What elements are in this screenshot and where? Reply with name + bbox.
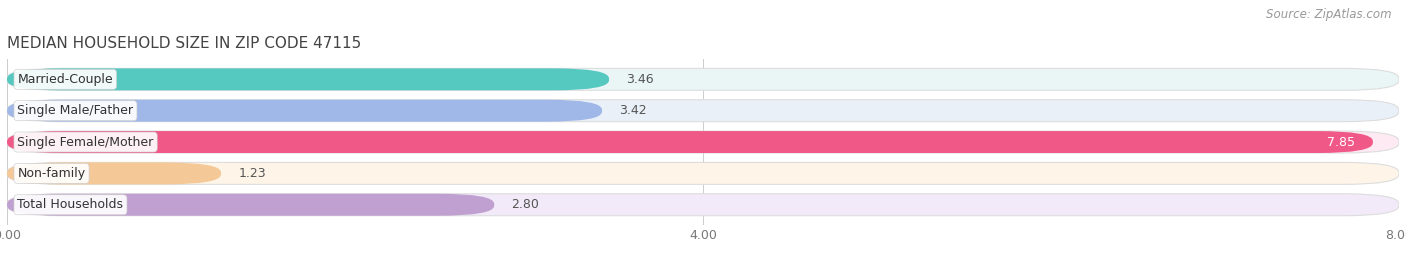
FancyBboxPatch shape: [7, 131, 1399, 153]
FancyBboxPatch shape: [7, 194, 1399, 216]
Text: Non-family: Non-family: [17, 167, 86, 180]
Text: 2.80: 2.80: [512, 198, 540, 211]
Text: 7.85: 7.85: [1327, 136, 1355, 148]
FancyBboxPatch shape: [7, 131, 1372, 153]
FancyBboxPatch shape: [7, 194, 495, 216]
Text: 1.23: 1.23: [239, 167, 266, 180]
Text: MEDIAN HOUSEHOLD SIZE IN ZIP CODE 47115: MEDIAN HOUSEHOLD SIZE IN ZIP CODE 47115: [7, 36, 361, 51]
FancyBboxPatch shape: [7, 68, 609, 90]
FancyBboxPatch shape: [7, 162, 1399, 184]
Text: 3.42: 3.42: [620, 104, 647, 117]
FancyBboxPatch shape: [7, 68, 1399, 90]
Text: Single Male/Father: Single Male/Father: [17, 104, 134, 117]
Text: Single Female/Mother: Single Female/Mother: [17, 136, 153, 148]
Text: Married-Couple: Married-Couple: [17, 73, 112, 86]
FancyBboxPatch shape: [7, 100, 602, 122]
Text: Source: ZipAtlas.com: Source: ZipAtlas.com: [1267, 8, 1392, 21]
Text: Total Households: Total Households: [17, 198, 124, 211]
Text: 3.46: 3.46: [627, 73, 654, 86]
FancyBboxPatch shape: [7, 162, 221, 184]
FancyBboxPatch shape: [7, 100, 1399, 122]
